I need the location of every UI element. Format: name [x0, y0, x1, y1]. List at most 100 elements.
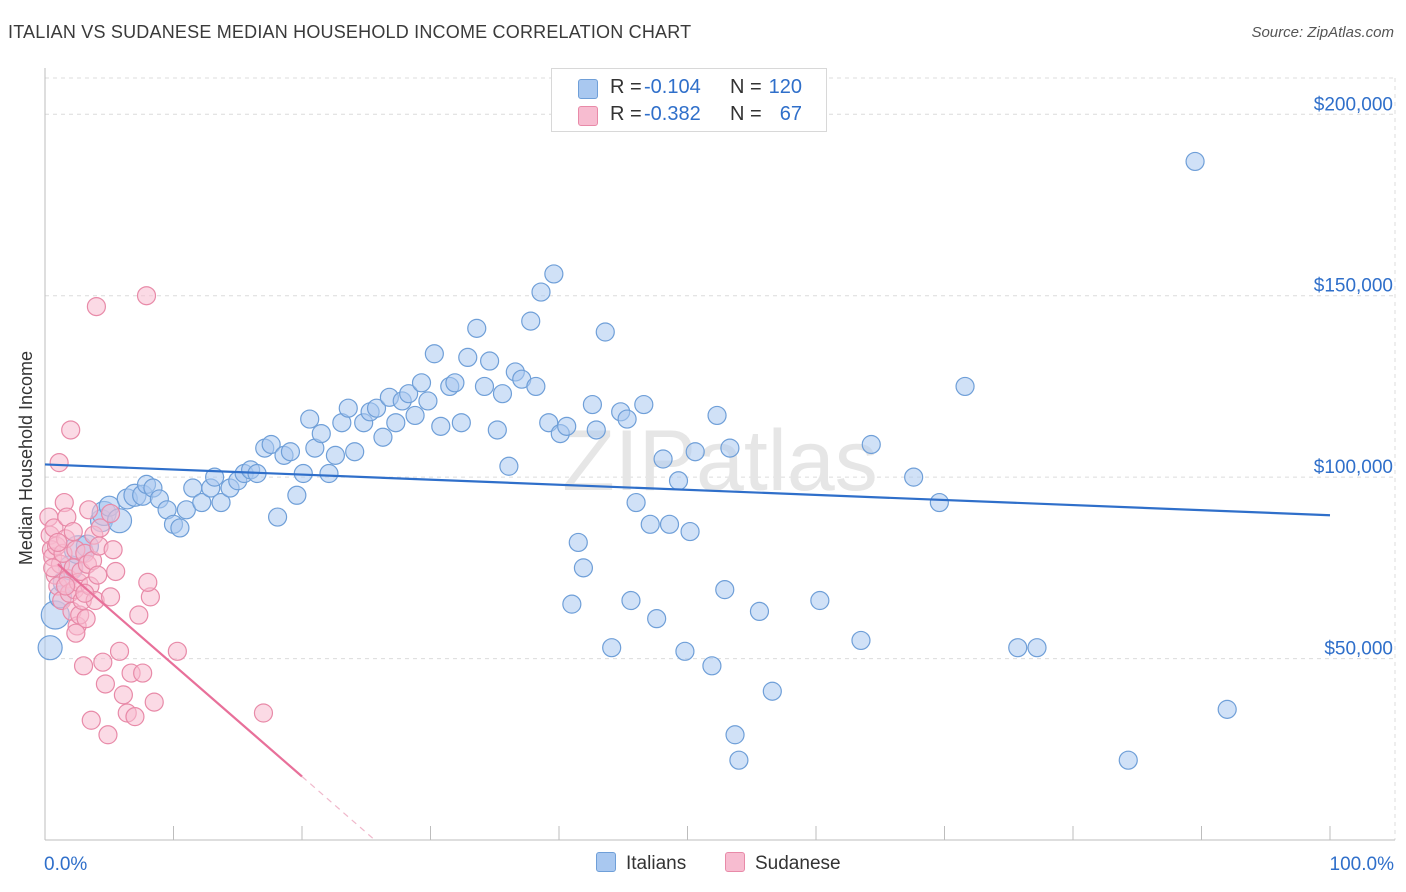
data-point [311, 424, 331, 444]
legend-n-value: 120 [768, 76, 802, 98]
data-point [647, 609, 667, 629]
x-tick-label: 0.0% [44, 854, 87, 875]
data-point [492, 384, 513, 404]
data-point [300, 409, 320, 429]
data-point [685, 442, 705, 462]
data-point [81, 710, 101, 730]
data-point [138, 572, 158, 592]
data-point [136, 286, 157, 306]
data-point [557, 416, 577, 436]
legend-n-label: N = [730, 103, 762, 125]
data-point [458, 347, 478, 367]
data-point [61, 420, 81, 440]
data-point [1185, 151, 1205, 172]
data-point [103, 540, 123, 560]
trend-line [57, 563, 303, 778]
y-tick-label: $150,000 [1314, 276, 1393, 297]
trend-line-extension [301, 776, 374, 839]
data-point [480, 351, 500, 371]
data-point [573, 558, 594, 578]
data-point [725, 725, 745, 745]
data-point [366, 398, 387, 418]
data-point [621, 590, 641, 611]
data-point [287, 485, 307, 505]
data-point [680, 521, 700, 542]
legend-r-label: R = [610, 103, 642, 125]
data-point [602, 638, 622, 658]
data-point [544, 264, 564, 284]
watermark: ZIPatlas [562, 413, 877, 509]
data-point [48, 532, 68, 553]
data-point [762, 681, 782, 701]
data-point [668, 471, 689, 491]
legend-r-value: -0.104 [644, 76, 701, 98]
data-point [338, 398, 358, 418]
data-point [675, 641, 695, 661]
data-point [73, 656, 94, 676]
data-point [445, 373, 465, 393]
data-point [1118, 750, 1138, 770]
data-point [810, 590, 830, 611]
data-point [192, 492, 212, 513]
data-point [640, 514, 660, 534]
data-point [133, 663, 153, 683]
legend-n-label: N = [730, 76, 762, 98]
data-point [63, 521, 83, 542]
data-point [176, 500, 196, 520]
y-tick-label: $200,000 [1314, 94, 1393, 115]
legend-n-value: 67 [779, 103, 802, 125]
data-point [526, 376, 546, 397]
data-point [211, 492, 231, 513]
data-point [253, 703, 274, 723]
data-point [487, 420, 507, 440]
correlation-legend: R = -0.104 N = 120 R = -0.382 N = 67 [551, 68, 827, 132]
legend-swatch-sudanese [578, 106, 598, 126]
legend-r-value: -0.382 [644, 103, 701, 125]
y-axis-label: Median Household Income [16, 351, 36, 565]
data-point [267, 507, 288, 527]
y-tick-labels: $50,000 $100,000 $150,000 $200,000 [1314, 94, 1393, 659]
bottom-legend-sudanese: Sudanese [725, 852, 841, 875]
data-point [86, 297, 107, 317]
data-point [325, 445, 346, 465]
data-point [405, 405, 425, 426]
series-sudanese [39, 286, 274, 745]
data-point [729, 750, 749, 770]
data-point [345, 442, 365, 462]
legend-swatch-italians [596, 852, 616, 872]
data-point [95, 674, 115, 694]
y-tick-label: $50,000 [1324, 639, 1393, 660]
data-point [582, 394, 603, 415]
data-point [1008, 638, 1028, 658]
data-point [90, 518, 110, 538]
data-point [586, 420, 606, 440]
data-point [715, 580, 735, 600]
data-point [595, 322, 615, 342]
data-point [634, 394, 654, 415]
trend-lines [44, 463, 1331, 839]
data-point [100, 503, 121, 524]
data-point [474, 376, 495, 397]
data-point [66, 623, 86, 643]
data-point [319, 463, 339, 484]
legend-r-label: R = [610, 76, 642, 98]
data-point [720, 438, 740, 458]
trend-line [44, 463, 1331, 517]
data-point [373, 427, 393, 447]
x-tick-labels: 0.0% 100.0% [44, 854, 1394, 875]
data-point [424, 344, 444, 364]
data-point [617, 409, 637, 429]
data-point [531, 282, 551, 302]
data-point [467, 318, 487, 338]
axes [44, 68, 1395, 841]
data-point [861, 434, 881, 455]
data-point [79, 500, 99, 520]
data-point [955, 376, 975, 397]
data-point [521, 311, 541, 331]
source-label: Source: ZipAtlas.com [1251, 24, 1394, 41]
data-point [93, 652, 113, 672]
data-point [170, 518, 190, 538]
legend-swatch-sudanese [725, 852, 745, 872]
data-point [261, 434, 281, 455]
